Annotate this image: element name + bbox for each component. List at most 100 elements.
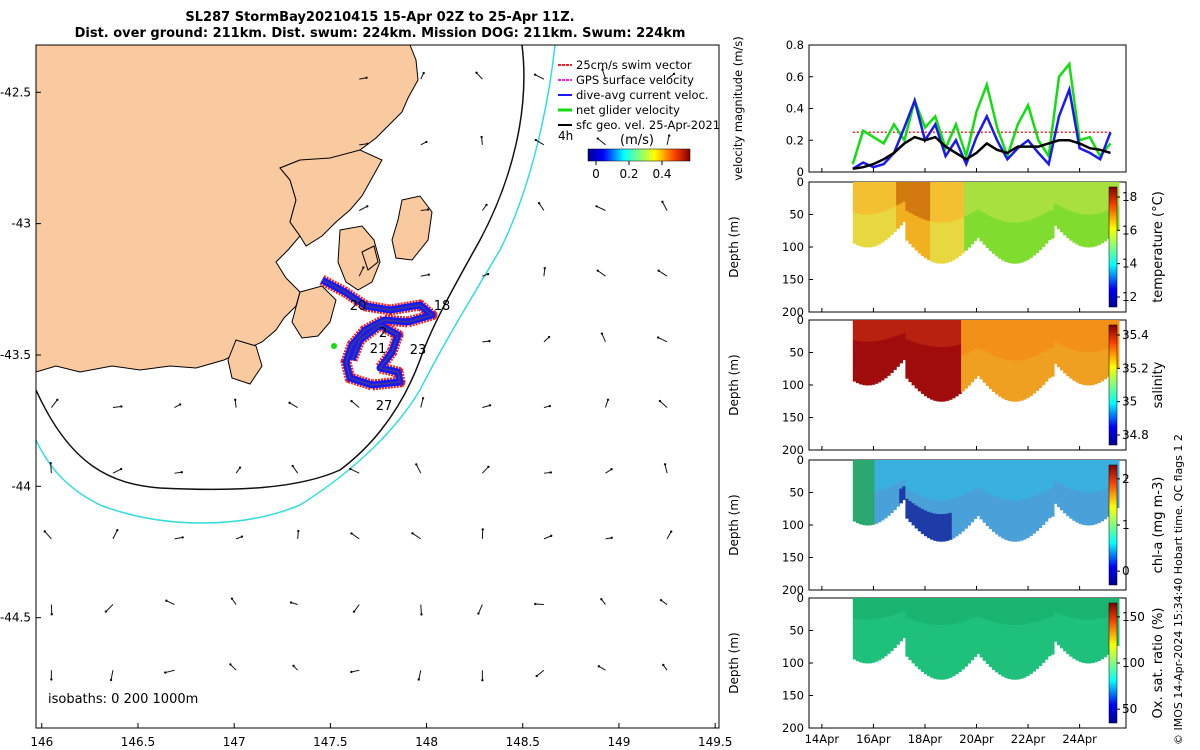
salinity-cell xyxy=(1044,370,1049,382)
salinity-cell xyxy=(1026,332,1030,347)
chla-cell xyxy=(1053,488,1058,497)
temperature-cell xyxy=(973,191,978,202)
temperature-cell xyxy=(886,218,891,229)
oxygen-cell xyxy=(914,631,919,644)
salinity-cell xyxy=(871,330,876,342)
salinity-cell xyxy=(976,338,981,349)
salinity-cell xyxy=(889,346,894,356)
temperature-cell xyxy=(933,182,937,196)
salinity-cell xyxy=(1109,320,1114,330)
salinity-cell xyxy=(988,331,993,344)
salinity-cell xyxy=(896,358,900,367)
chla-cell xyxy=(911,492,916,504)
salinity-cell xyxy=(951,358,956,373)
chla-cell xyxy=(1084,481,1089,493)
temperature-cell xyxy=(936,222,941,237)
temperature-cell xyxy=(976,191,981,201)
oxygen-cell xyxy=(1078,650,1083,662)
chla-cell xyxy=(868,503,873,515)
salinity-cell xyxy=(852,330,857,341)
temperature-cell xyxy=(902,188,907,196)
current-vector-head xyxy=(475,71,478,74)
temperature-cell xyxy=(1078,234,1083,246)
salinity-cell xyxy=(893,336,897,346)
salinity-cell xyxy=(1097,330,1101,342)
oxygen-cell xyxy=(1013,652,1018,667)
oxygen-cell xyxy=(951,598,956,612)
chla-cell xyxy=(1035,483,1040,496)
temperature-cell xyxy=(945,235,950,250)
temperature-cell xyxy=(1041,182,1046,194)
salinity-cell xyxy=(1075,351,1080,362)
temperature-cell xyxy=(1044,222,1049,234)
salinity-cell xyxy=(868,363,873,375)
oxygen-cell xyxy=(995,598,999,611)
salinity-cell xyxy=(936,387,941,402)
oxygen-cell xyxy=(961,657,965,670)
salinity-cell xyxy=(1041,341,1046,353)
temperature-cell xyxy=(1035,217,1040,230)
chla-cell xyxy=(976,469,981,479)
oxygen-cell xyxy=(1038,631,1043,644)
oxygen-cell xyxy=(982,639,987,651)
chla-cell xyxy=(923,472,928,486)
oxygen-cell xyxy=(1044,638,1049,650)
temperature-cell xyxy=(1060,190,1064,200)
chla-cell xyxy=(877,501,882,513)
chla-cell xyxy=(1010,514,1015,529)
temperature-cell xyxy=(862,192,866,205)
temperature-cell xyxy=(1010,195,1015,210)
temperature-cell xyxy=(1038,182,1043,194)
oxygen-cell xyxy=(961,633,965,646)
chla-cell xyxy=(865,481,869,493)
speed-colorbar xyxy=(587,148,691,162)
chla-cell xyxy=(936,527,941,542)
temperature-cell xyxy=(936,249,941,264)
chla-cell xyxy=(1001,472,1006,487)
map-y-axis: -42.5-43-43.5-44-44.5 xyxy=(0,85,41,625)
chla-cell xyxy=(896,467,900,476)
track-label-23: 23 xyxy=(410,343,427,358)
chla-cell xyxy=(1038,482,1043,495)
salinity-cell xyxy=(920,320,925,333)
salinity-cell xyxy=(998,320,1002,334)
current-vector xyxy=(657,337,668,343)
temperature-cell xyxy=(1032,182,1036,195)
chla-cell xyxy=(893,501,897,510)
chla-cell xyxy=(889,486,894,496)
salinity-cell xyxy=(961,367,965,380)
chla-cell xyxy=(883,460,888,471)
oxygen-cell xyxy=(1063,624,1067,634)
chla-cell xyxy=(1019,526,1024,541)
chla-cell xyxy=(991,519,996,532)
salinity-cell xyxy=(1100,350,1104,362)
current-vector-head xyxy=(662,663,665,667)
temperature-cell xyxy=(899,217,903,226)
x-tick-label: 149.5 xyxy=(698,735,732,749)
oxygen-cell xyxy=(1084,619,1089,631)
oxygen-cell xyxy=(1044,598,1049,609)
chla-cell xyxy=(985,460,990,472)
salinity-cell xyxy=(1115,343,1120,353)
temperature-cell xyxy=(1069,182,1074,193)
salinity-cell xyxy=(967,374,972,386)
current-vector xyxy=(535,139,545,146)
salinity-cell xyxy=(893,352,897,362)
chla-cell xyxy=(1047,498,1052,509)
chla-cell xyxy=(939,514,944,529)
current-vector-head xyxy=(181,536,184,539)
temperature-cell xyxy=(933,248,937,263)
temperature-cell xyxy=(1106,228,1111,239)
oxygen-cell xyxy=(927,610,931,625)
oxygen-cell xyxy=(1103,598,1108,609)
temperature-cell xyxy=(998,207,1002,221)
oxygen-cell xyxy=(1050,607,1055,618)
chla-cell xyxy=(979,489,984,500)
chla-cell xyxy=(852,470,857,481)
current-vector-head xyxy=(661,200,664,204)
salinity-cell xyxy=(936,333,941,348)
chla-cell xyxy=(1094,460,1098,472)
salinity-cell xyxy=(1044,320,1049,331)
temperature-cell xyxy=(1094,235,1098,247)
salinity-cell xyxy=(858,373,863,385)
